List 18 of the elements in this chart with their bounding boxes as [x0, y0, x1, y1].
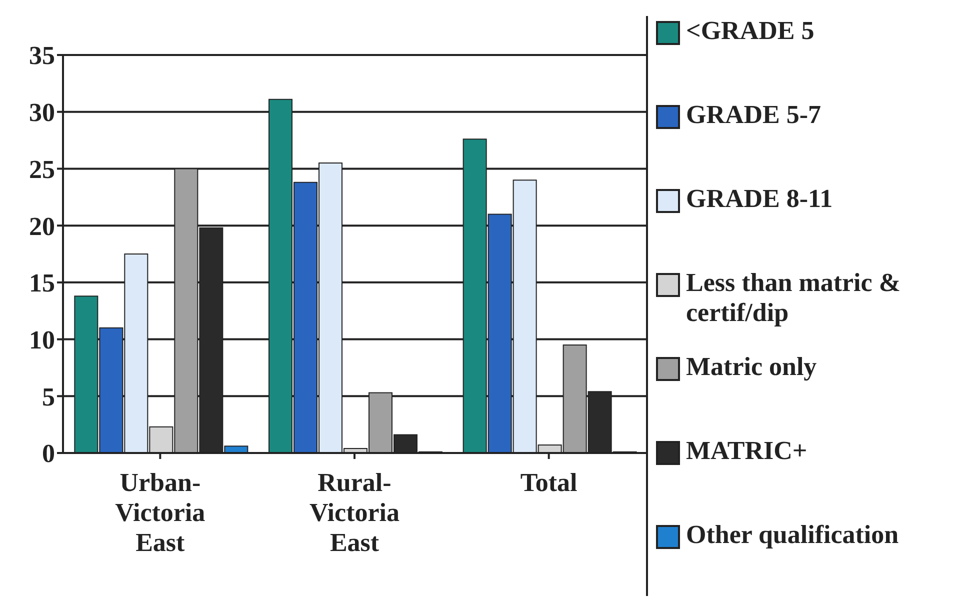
- legend-label: Matric only: [686, 352, 817, 382]
- legend-label: MATRIC+: [686, 436, 808, 466]
- x-tick-label: Rural-Victoria East: [310, 468, 400, 557]
- legend-label: GRADE 8-11: [686, 184, 833, 214]
- legend-label: <GRADE 5: [686, 16, 814, 46]
- legend-label: GRADE 5-7: [686, 100, 822, 130]
- y-tick-label: 15: [29, 268, 55, 298]
- y-tick-label: 0: [42, 439, 55, 468]
- y-tick-label: 10: [29, 326, 55, 355]
- y-tick-label: 20: [29, 212, 55, 241]
- x-tick-label: Total: [520, 468, 578, 497]
- x-tick-label: Urban-Victoria East: [115, 468, 206, 557]
- y-tick-label: 5: [42, 382, 55, 412]
- legend-label: Other qualification: [686, 520, 899, 550]
- y-tick-label: 25: [29, 154, 55, 184]
- y-tick-label: 35: [29, 41, 55, 70]
- y-tick-label: 30: [29, 98, 55, 128]
- legend-label: Less than matric & certif/dip: [686, 268, 902, 328]
